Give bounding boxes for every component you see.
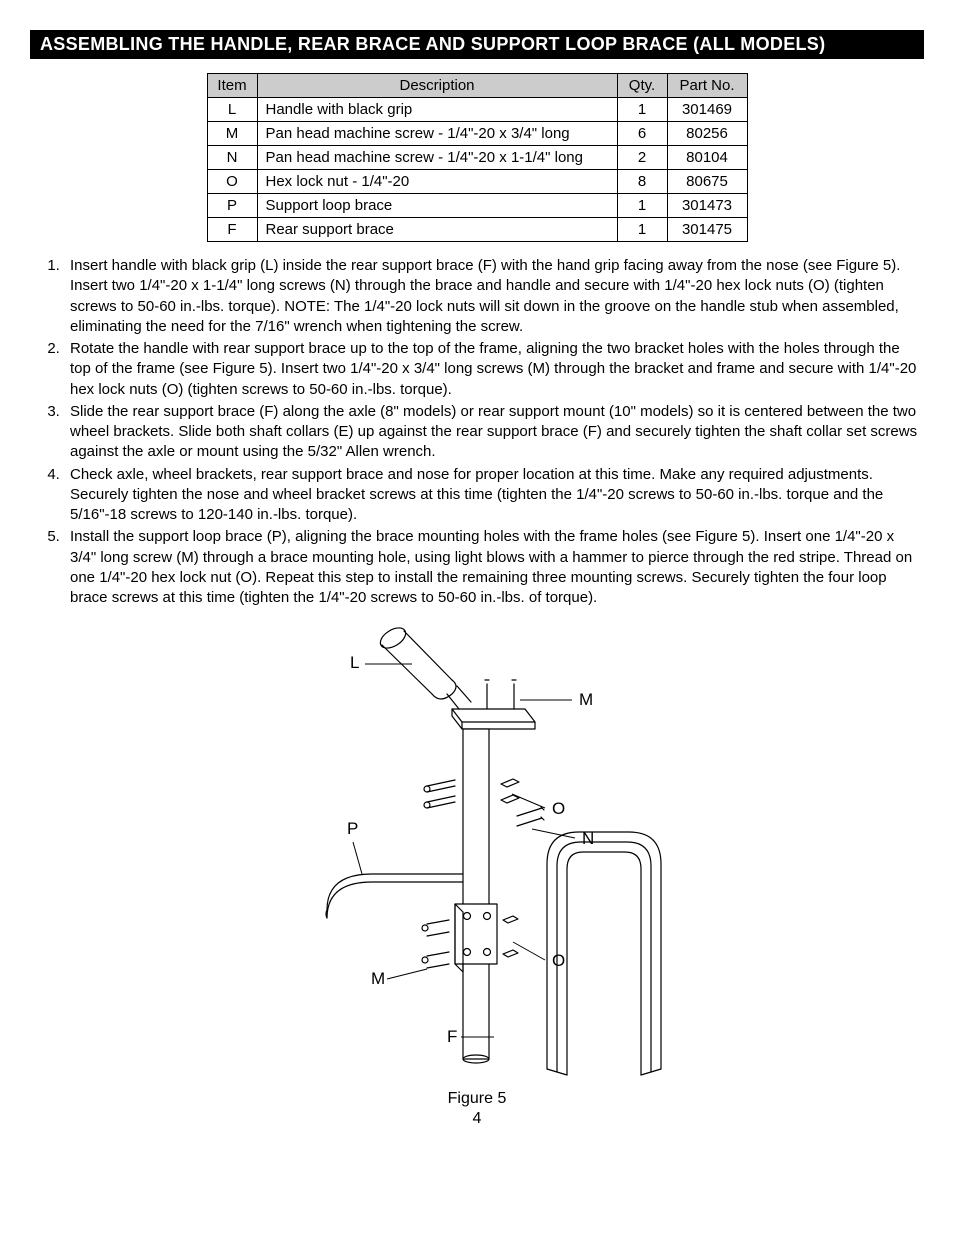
cell-partno: 80104 <box>667 146 747 170</box>
cell-partno: 301475 <box>667 218 747 242</box>
svg-text:N: N <box>582 829 594 848</box>
svg-text:O: O <box>552 799 565 818</box>
table-row: OHex lock nut - 1/4"-20880675 <box>207 170 747 194</box>
table-row: MPan head machine screw - 1/4"-20 x 3/4"… <box>207 122 747 146</box>
page-number: 4 <box>30 1110 924 1128</box>
cell-qty: 1 <box>617 194 667 218</box>
table-row: FRear support brace1301475 <box>207 218 747 242</box>
cell-description: Handle with black grip <box>257 98 617 122</box>
step-item: Slide the rear support brace (F) along t… <box>64 402 924 463</box>
col-description: Description <box>257 74 617 98</box>
step-item: Install the support loop brace (P), alig… <box>64 527 924 608</box>
figure-5: LMONPOMF Figure 5 4 <box>30 614 924 1128</box>
cell-description: Rear support brace <box>257 218 617 242</box>
svg-text:L: L <box>350 653 359 672</box>
svg-text:P: P <box>347 819 358 838</box>
cell-description: Pan head machine screw - 1/4"-20 x 1-1/4… <box>257 146 617 170</box>
assembly-steps: Insert handle with black grip (L) inside… <box>30 256 924 608</box>
cell-qty: 2 <box>617 146 667 170</box>
cell-item: L <box>207 98 257 122</box>
svg-text:O: O <box>552 951 565 970</box>
cell-qty: 1 <box>617 98 667 122</box>
cell-partno: 80256 <box>667 122 747 146</box>
cell-description: Support loop brace <box>257 194 617 218</box>
table-row: PSupport loop brace1301473 <box>207 194 747 218</box>
step-item: Check axle, wheel brackets, rear support… <box>64 465 924 526</box>
cell-item: M <box>207 122 257 146</box>
cell-qty: 6 <box>617 122 667 146</box>
parts-table: Item Description Qty. Part No. LHandle w… <box>207 73 748 242</box>
table-header-row: Item Description Qty. Part No. <box>207 74 747 98</box>
svg-text:M: M <box>579 690 593 709</box>
table-row: NPan head machine screw - 1/4"-20 x 1-1/… <box>207 146 747 170</box>
cell-qty: 8 <box>617 170 667 194</box>
section-title-bar: ASSEMBLING THE HANDLE, REAR BRACE AND SU… <box>30 30 924 59</box>
cell-partno: 301469 <box>667 98 747 122</box>
col-partno: Part No. <box>667 74 747 98</box>
col-item: Item <box>207 74 257 98</box>
cell-item: P <box>207 194 257 218</box>
cell-description: Pan head machine screw - 1/4"-20 x 3/4" … <box>257 122 617 146</box>
step-item: Insert handle with black grip (L) inside… <box>64 256 924 337</box>
cell-partno: 80675 <box>667 170 747 194</box>
col-qty: Qty. <box>617 74 667 98</box>
cell-description: Hex lock nut - 1/4"-20 <box>257 170 617 194</box>
table-row: LHandle with black grip1301469 <box>207 98 747 122</box>
svg-text:F: F <box>447 1027 457 1046</box>
cell-qty: 1 <box>617 218 667 242</box>
step-item: Rotate the handle with rear support brac… <box>64 339 924 400</box>
cell-item: F <box>207 218 257 242</box>
svg-text:M: M <box>371 969 385 988</box>
cell-partno: 301473 <box>667 194 747 218</box>
cell-item: O <box>207 170 257 194</box>
figure-caption: Figure 5 <box>30 1090 924 1108</box>
cell-item: N <box>207 146 257 170</box>
